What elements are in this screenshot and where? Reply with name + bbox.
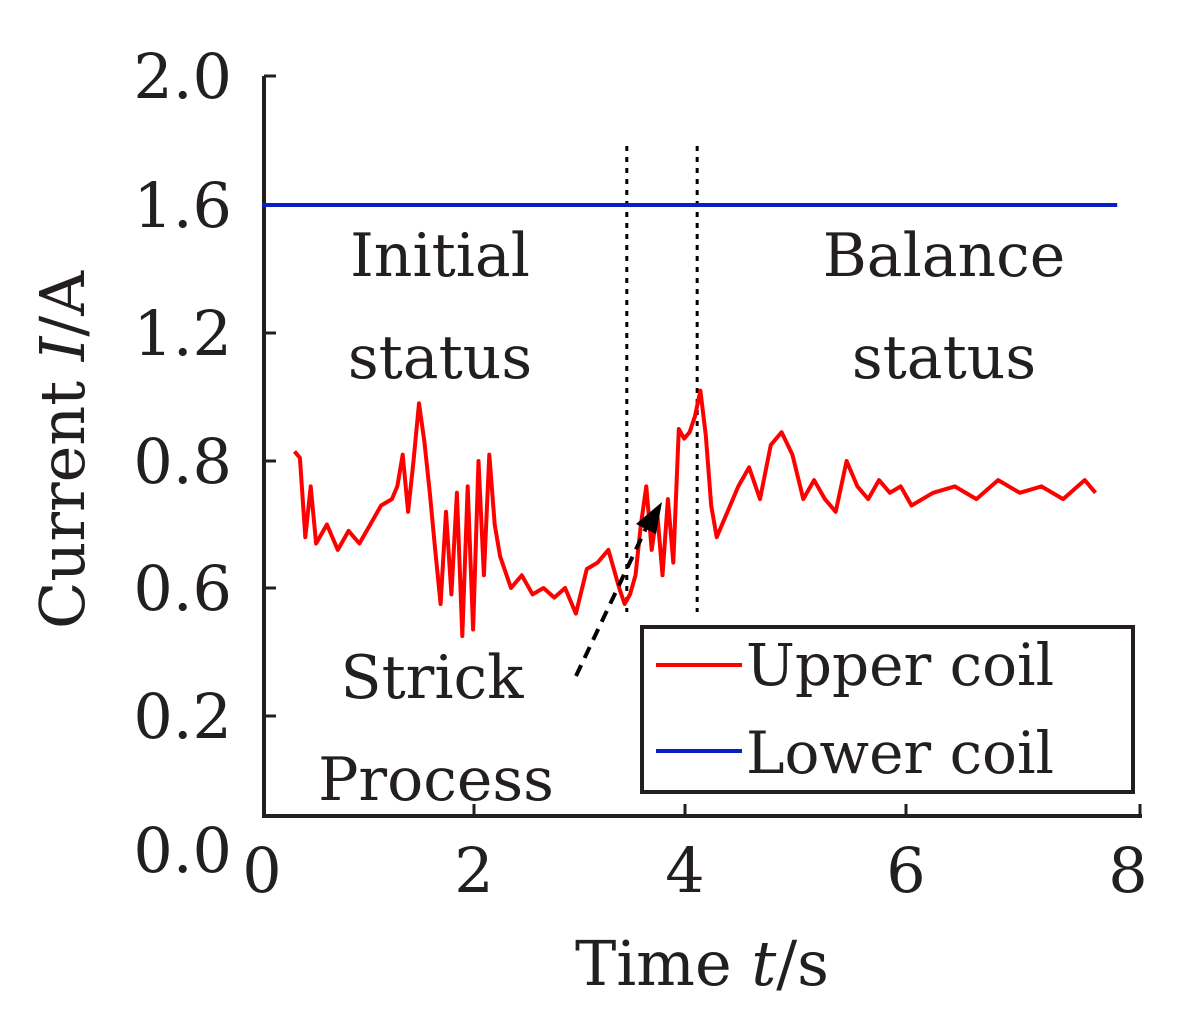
legend: Upper coil Lower coil bbox=[640, 625, 1135, 794]
annotation-strick-line2: Process bbox=[318, 745, 554, 815]
y-tick-label: 0.8 bbox=[133, 425, 232, 498]
x-tick-label: 4 bbox=[665, 834, 704, 907]
annotation-initial-line1: Initial bbox=[350, 221, 530, 291]
legend-box bbox=[640, 625, 1135, 794]
x-tick-label: 2 bbox=[454, 834, 493, 907]
y-axis-title-var: I bbox=[26, 335, 99, 362]
x-tick-label: 0 bbox=[242, 834, 281, 907]
y-axis-title-unit: /A bbox=[26, 270, 99, 337]
x-axis-title-unit: /s bbox=[776, 927, 829, 1000]
x-axis-title-pre: Time bbox=[575, 927, 751, 1000]
x-axis-title: Time t/s bbox=[575, 927, 829, 1000]
y-ticks: 2.0 1.6 1.2 0.8 0.6 0.2 0.0 bbox=[133, 40, 276, 887]
annotation-arrow-head bbox=[636, 502, 662, 534]
x-tick-label: 6 bbox=[886, 834, 925, 907]
legend-label-lower: Lower coil bbox=[746, 719, 1054, 787]
x-axis-title-var: t bbox=[751, 927, 776, 1000]
y-axis-title: Current I/A bbox=[26, 270, 99, 629]
y-axis-title-pre: Current bbox=[26, 361, 99, 629]
annotation-arrow-shaft bbox=[574, 523, 650, 677]
annotation-strick-line1: Strick bbox=[340, 643, 524, 713]
annotation-balance-line1: Balance bbox=[823, 221, 1066, 291]
annotation-initial-line2: status bbox=[348, 323, 532, 393]
y-tick-label: 0.0 bbox=[133, 814, 232, 887]
x-tick-label: 8 bbox=[1108, 834, 1147, 907]
legend-label-upper: Upper coil bbox=[746, 631, 1054, 699]
y-tick-label: 0.2 bbox=[133, 680, 232, 753]
y-tick-label: 1.6 bbox=[133, 169, 232, 242]
y-tick-label: 1.2 bbox=[133, 297, 232, 370]
y-tick-label: 0.6 bbox=[133, 552, 232, 625]
annotation-balance-line2: status bbox=[852, 323, 1036, 393]
y-tick-label: 2.0 bbox=[133, 40, 232, 113]
upper-coil-line bbox=[292, 388, 1098, 638]
x-ticks: 0 2 4 6 8 bbox=[242, 804, 1148, 907]
